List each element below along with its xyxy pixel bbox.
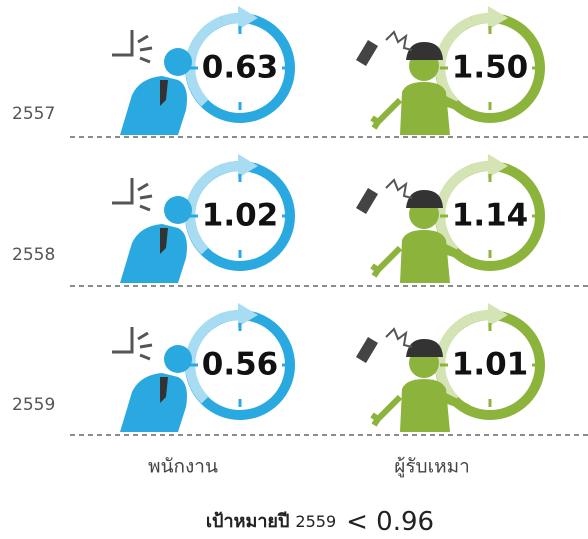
employee-value: 1.02 <box>202 198 279 234</box>
year-label: 2559 <box>12 395 55 415</box>
target-label: เป้าหมายปี <box>206 511 290 532</box>
target-year: 2559 <box>295 512 336 531</box>
row: 2558 1.02 1.14 <box>12 154 540 283</box>
column-label: ผู้รับเหมา <box>394 456 470 478</box>
target-value: < 0.96 <box>346 507 434 537</box>
year-label: 2557 <box>12 104 55 124</box>
row: 2559 0.56 1.01 <box>12 303 540 432</box>
column-label: พนักงาน <box>148 456 218 478</box>
contractor-value: 1.01 <box>452 347 529 383</box>
row: 2557 0.63 1.50 <box>12 6 540 135</box>
employee-value: 0.63 <box>202 50 279 86</box>
contractor-value: 1.14 <box>452 198 529 234</box>
year-label: 2558 <box>12 245 55 265</box>
contractor-value: 1.50 <box>452 50 529 86</box>
target: เป้าหมายปี 2559 < 0.96 <box>206 507 434 537</box>
employee-value: 0.56 <box>202 347 279 383</box>
